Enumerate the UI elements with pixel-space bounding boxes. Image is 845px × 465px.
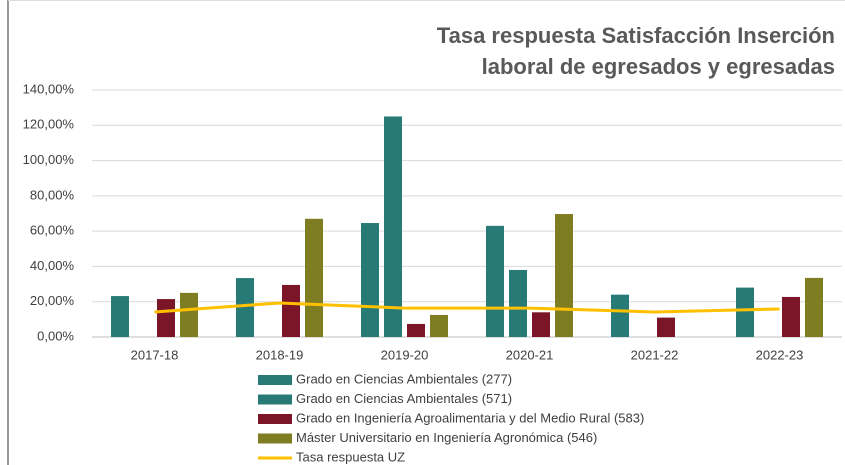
bar xyxy=(384,116,402,337)
bar xyxy=(611,294,629,337)
y-tick-label: 80,00% xyxy=(30,187,75,202)
legend-label: Grado en Ciencias Ambientales (571) xyxy=(296,391,512,406)
bar xyxy=(111,296,129,337)
legend-swatch xyxy=(258,394,292,405)
y-tick-label: 120,00% xyxy=(23,117,75,132)
bar xyxy=(736,287,754,337)
legend-swatch xyxy=(258,375,292,385)
y-tick-label: 40,00% xyxy=(30,258,75,273)
bar xyxy=(782,296,800,337)
x-tick-label: 2017-18 xyxy=(131,347,179,362)
bar xyxy=(486,225,504,337)
bar xyxy=(305,218,323,337)
bar xyxy=(555,214,573,337)
bar xyxy=(532,312,550,337)
bar xyxy=(282,284,300,337)
bar xyxy=(509,269,527,337)
line-series xyxy=(154,301,780,314)
y-tick-label: 140,00% xyxy=(23,81,75,96)
y-tick-label: 100,00% xyxy=(23,152,75,167)
bar xyxy=(805,277,823,337)
y-tick-label: 20,00% xyxy=(30,293,75,308)
chart-title: Tasa respuesta Satisfacción Inserción xyxy=(437,23,835,48)
bar xyxy=(236,278,254,337)
y-tick-label: 60,00% xyxy=(30,223,75,238)
bar xyxy=(657,317,675,337)
bar xyxy=(430,314,448,337)
x-tick-label: 2020-21 xyxy=(506,347,554,362)
legend-label: Grado en Ciencias Ambientales (277) xyxy=(296,371,512,386)
x-tick-label: 2021-22 xyxy=(631,347,679,362)
legend-label: Máster Universitario en Ingeniería Agron… xyxy=(296,430,597,445)
bar xyxy=(157,299,175,337)
bar xyxy=(180,292,198,337)
legend-label: Tasa respuesta UZ xyxy=(296,449,405,464)
legend-swatch xyxy=(258,414,292,424)
legend-swatch xyxy=(258,433,292,444)
bar xyxy=(361,223,379,337)
bar xyxy=(407,323,425,337)
y-tick-label: 0,00% xyxy=(37,328,74,343)
chart-title: laboral de egresados y egresadas xyxy=(482,54,835,79)
x-tick-label: 2019-20 xyxy=(381,347,429,362)
x-tick-label: 2018-19 xyxy=(256,347,304,362)
legend-label: Grado en Ingeniería Agroalimentaria y de… xyxy=(296,410,644,425)
x-tick-label: 2022-23 xyxy=(756,347,804,362)
